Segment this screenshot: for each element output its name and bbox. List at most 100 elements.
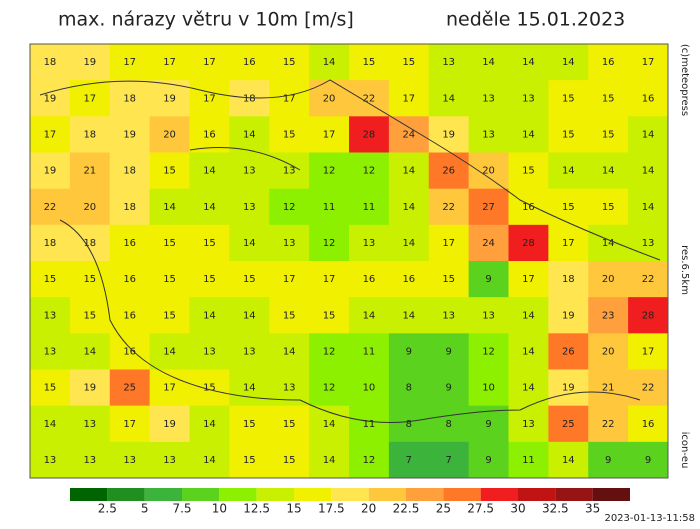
cell-value: 12 <box>323 383 336 394</box>
cell-value: 13 <box>83 455 96 466</box>
map-cell <box>349 80 390 117</box>
cell-value: 13 <box>44 455 57 466</box>
cell-value: 14 <box>243 238 256 249</box>
map-cell <box>628 333 669 370</box>
map-cell <box>229 188 270 226</box>
map-cell <box>468 441 509 479</box>
cell-value: 18 <box>83 129 96 140</box>
map-cell <box>428 188 470 226</box>
cell-value: 14 <box>602 238 615 249</box>
cell-value: 9 <box>485 274 491 285</box>
map-cell <box>189 188 230 226</box>
map-cell <box>189 261 230 298</box>
map-cell <box>149 297 190 334</box>
map-cell <box>109 152 151 190</box>
map-cell <box>388 80 430 117</box>
cell-value: 22 <box>642 383 655 394</box>
map-cell <box>468 44 509 81</box>
cell-value: 14 <box>642 166 655 177</box>
cell-value: 14 <box>203 310 216 321</box>
cell-value: 18 <box>562 274 575 285</box>
cell-value: 14 <box>522 129 535 140</box>
colorbar-label: 35 <box>585 502 600 516</box>
colorbar-label: 5 <box>141 502 149 516</box>
map-cell <box>30 333 71 370</box>
cell-value: 14 <box>442 93 455 104</box>
map-cell <box>508 152 549 190</box>
map-cell <box>149 188 190 226</box>
cell-value: 17 <box>323 129 336 140</box>
cell-value: 11 <box>363 202 376 213</box>
cell-value: 19 <box>123 129 136 140</box>
cell-value: 23 <box>602 310 615 321</box>
cell-value: 14 <box>323 455 336 466</box>
cell-value: 17 <box>283 274 296 285</box>
cell-value: 9 <box>446 383 452 394</box>
cell-value: 18 <box>44 57 57 68</box>
cell-value: 14 <box>562 166 575 177</box>
cell-value: 24 <box>402 129 415 140</box>
map-cell <box>229 152 270 190</box>
map-cell <box>229 224 270 262</box>
map-cell <box>508 116 549 153</box>
cell-value: 8 <box>446 419 452 430</box>
map-cell <box>269 297 310 334</box>
colorbar: 2.5 5 7.5 10 12.5 15 17.5 20 22.5 25 27.5 30 32.5 35 <box>70 488 630 516</box>
cell-value: 9 <box>406 346 412 357</box>
map-cell <box>69 188 111 226</box>
cell-value: 14 <box>203 419 216 430</box>
cell-value: 13 <box>243 202 256 213</box>
cell-value: 9 <box>645 455 651 466</box>
cell-value: 19 <box>163 419 176 430</box>
map-cell <box>229 405 270 443</box>
cell-value: 16 <box>123 274 136 285</box>
map-cell <box>30 297 71 334</box>
map-cell <box>588 188 629 226</box>
map-cell <box>588 116 629 153</box>
cell-value: 16 <box>402 274 415 285</box>
map-cell <box>588 369 629 407</box>
map-cell <box>349 333 390 370</box>
cell-value: 25 <box>562 419 575 430</box>
colorbar-swatch <box>480 488 518 501</box>
map-cell <box>109 369 151 407</box>
cell-value: 28 <box>642 310 655 321</box>
map-cell <box>468 224 509 262</box>
colorbar-swatch <box>182 488 220 501</box>
map-cell <box>628 44 669 81</box>
colorbar-label: 30 <box>510 502 525 516</box>
map-cell <box>548 261 589 298</box>
cell-value: 14 <box>203 166 216 177</box>
map-cell <box>349 405 390 443</box>
cell-value: 15 <box>283 129 296 140</box>
cell-value: 13 <box>283 383 296 394</box>
cell-value: 14 <box>402 202 415 213</box>
map-cell <box>508 333 549 370</box>
cell-value: 18 <box>243 93 256 104</box>
map-cell <box>548 333 589 370</box>
cell-value: 13 <box>522 93 535 104</box>
map-cell <box>349 297 390 334</box>
map-cell <box>548 405 589 443</box>
cell-value: 14 <box>203 455 216 466</box>
cell-value: 18 <box>44 238 57 249</box>
cell-value: 13 <box>442 310 455 321</box>
cell-value: 22 <box>442 202 455 213</box>
cell-value: 14 <box>602 166 615 177</box>
cell-value: 15 <box>283 419 296 430</box>
cell-value: 27 <box>482 202 495 213</box>
colorbar-label: 25 <box>436 502 451 516</box>
cell-value: 19 <box>83 383 96 394</box>
map-cell <box>548 116 589 153</box>
cell-value: 19 <box>562 383 575 394</box>
map-cell <box>189 224 230 262</box>
map-cell <box>628 297 669 334</box>
cell-value: 10 <box>482 383 495 394</box>
colorbar-swatch <box>256 488 294 501</box>
cell-value: 15 <box>283 57 296 68</box>
cell-value: 14 <box>642 202 655 213</box>
cell-value: 13 <box>482 93 495 104</box>
map-cell <box>628 405 669 443</box>
map-cell <box>269 224 310 262</box>
